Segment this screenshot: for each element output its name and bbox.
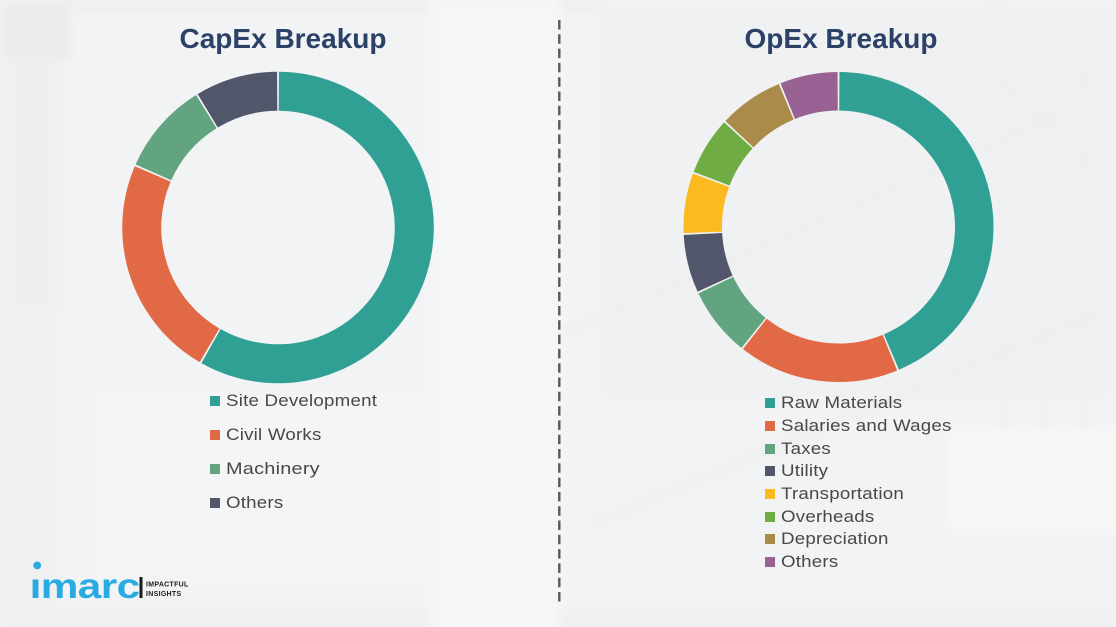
svg-text:ımarc: ımarc xyxy=(32,567,140,605)
svg-text:IMPACTFUL: IMPACTFUL xyxy=(146,582,189,589)
svg-text:INSIGHTS: INSIGHTS xyxy=(146,591,181,598)
